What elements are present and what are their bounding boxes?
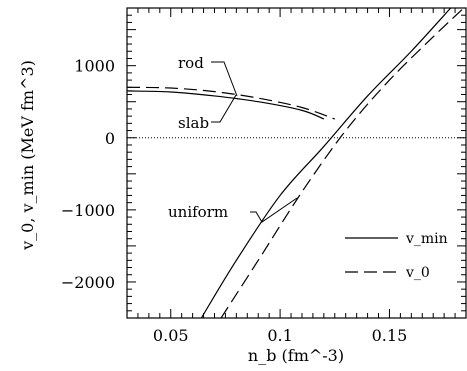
annotation-slab: slab (178, 114, 209, 132)
x-axis-title: n_b (fm^-3) (248, 346, 344, 365)
series-line-solid (127, 90, 325, 120)
y-tick-label: 1000 (74, 57, 115, 76)
x-tick-label: 0.1 (267, 326, 292, 345)
y-tick-label: −1000 (61, 201, 115, 220)
annotation-uniform: uniform (168, 203, 228, 221)
slab-leader (211, 94, 237, 123)
legend: v_min v_0 (345, 231, 448, 281)
plot-frame (126, 7, 467, 319)
x-tick-label: 0.05 (153, 326, 189, 345)
rod-leader (211, 61, 238, 97)
curves-layer (127, 8, 465, 318)
series-line-solid (200, 8, 452, 318)
annotation-rod: rod (178, 54, 204, 72)
series-line-dashed (127, 86, 335, 120)
tick-labels-layer: 0.05 0.1 0.15 1000 0 −1000 −2000 (61, 57, 407, 345)
y-tick-label: −2000 (61, 273, 115, 292)
y-tick-label: 0 (105, 129, 115, 148)
legend-label-v0: v_0 (405, 265, 430, 281)
legend-label-vmin: v_min (405, 231, 448, 247)
uniform-leader (250, 197, 298, 223)
ticks-layer (127, 8, 467, 318)
series-line-dashed (220, 8, 465, 318)
y-axis-title: v_0, v_min (MeV fm^3) (18, 60, 37, 251)
x-tick-label: 0.15 (372, 326, 408, 345)
